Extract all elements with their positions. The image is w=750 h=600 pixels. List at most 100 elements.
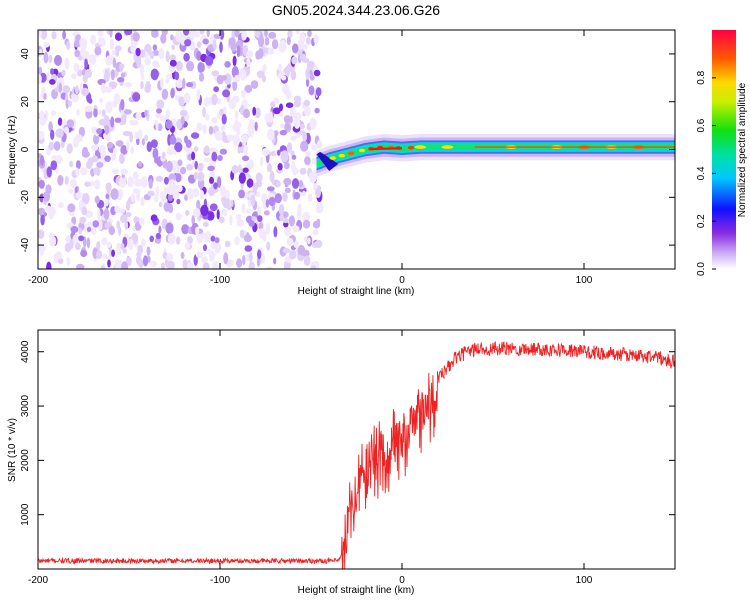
noise-speckle (51, 155, 58, 161)
colorbar-tick-label: 0.2 (696, 214, 707, 228)
noise-speckle (148, 178, 153, 189)
noise-speckle (309, 117, 317, 130)
noise-speckle (280, 150, 289, 163)
ridge-hotspot (407, 145, 415, 150)
noise-speckle (196, 50, 202, 61)
noise-speckle (277, 163, 283, 171)
noise-speckle (69, 239, 74, 250)
noise-speckle (207, 165, 215, 171)
noise-speckle (283, 217, 289, 224)
noise-speckle (79, 216, 87, 224)
noise-speckle (147, 190, 155, 197)
noise-speckle (285, 90, 292, 100)
noise-speckle (110, 116, 115, 128)
noise-speckle (257, 215, 263, 223)
noise-speckle (127, 176, 134, 188)
noise-speckle (255, 30, 261, 39)
noise-speckle (218, 216, 225, 224)
noise-speckle (110, 69, 115, 81)
noise-speckle (130, 40, 139, 46)
noise-speckle (104, 68, 109, 77)
noise-speckle (312, 220, 321, 229)
noise-speckle (209, 176, 214, 184)
noise-speckle (262, 63, 267, 73)
noise-speckle (293, 191, 301, 200)
noise-speckle (126, 140, 130, 152)
noise-speckle (204, 145, 209, 152)
noise-speckle (55, 154, 63, 164)
noise-speckle (180, 116, 185, 125)
colorbar-gradient (712, 30, 736, 269)
noise-speckle (138, 160, 142, 168)
noise-speckle (132, 188, 141, 195)
noise-speckle (121, 261, 129, 269)
noise-speckle (111, 49, 116, 56)
noise-speckle (146, 246, 151, 257)
noise-speckle (132, 32, 140, 42)
noise-speckle (298, 180, 304, 188)
noise-speckle (133, 119, 139, 126)
noise-speckle (289, 249, 297, 260)
noise-speckle (206, 30, 210, 37)
noise-speckle (106, 255, 111, 262)
noise-speckle (315, 202, 324, 214)
noise-speckle (120, 242, 125, 250)
noise-speckle (81, 206, 88, 216)
noise-speckle (184, 194, 189, 201)
noise-speckle (232, 79, 238, 92)
noise-speckle (300, 123, 305, 130)
noise-speckle (65, 235, 72, 244)
noise-speckle (284, 65, 291, 76)
noise-speckle (240, 69, 247, 81)
noise-speckle (315, 87, 322, 97)
noise-speckle (120, 214, 128, 223)
noise-speckle (46, 261, 52, 269)
noise-speckle (152, 60, 160, 68)
noise-speckle (109, 38, 114, 51)
noise-speckle (117, 77, 125, 83)
noise-speckle (201, 256, 208, 264)
noise-speckle (93, 108, 98, 118)
noise-speckle (79, 37, 88, 48)
noise-speckle (90, 227, 97, 236)
colorbar-tick-label: 0.4 (696, 166, 707, 180)
noise-speckle (88, 98, 93, 104)
noise-speckle (193, 171, 198, 181)
noise-speckle (240, 89, 247, 98)
noise-speckle (303, 99, 310, 107)
noise-speckle (314, 239, 323, 248)
noise-speckle (87, 221, 92, 229)
noise-speckle (179, 166, 187, 175)
noise-speckle (66, 119, 75, 128)
noise-speckle (160, 33, 167, 44)
noise-speckle (161, 197, 168, 203)
noise-speckle (268, 31, 277, 39)
noise-speckle (274, 193, 282, 204)
noise-speckle (174, 142, 183, 153)
noise-speckle (236, 45, 241, 58)
noise-speckle (193, 254, 198, 266)
noise-speckle (248, 261, 255, 269)
noise-speckle (312, 229, 319, 236)
noise-speckle (182, 259, 188, 269)
noise-speckle (38, 244, 47, 252)
noise-speckle (49, 79, 56, 85)
noise-speckle (269, 111, 273, 123)
noise-speckle (165, 50, 170, 63)
noise-speckle (295, 30, 300, 35)
noise-speckle (285, 102, 294, 108)
noise-speckle (91, 155, 98, 163)
noise-speckle (155, 232, 161, 240)
noise-speckle (74, 134, 83, 143)
noise-speckle (38, 30, 42, 38)
noise-speckle (170, 88, 175, 99)
noise-speckle (197, 162, 204, 172)
noise-speckle (78, 126, 85, 138)
noise-speckle (141, 138, 145, 146)
noise-speckle (230, 199, 234, 207)
noise-speckle (263, 210, 270, 216)
noise-speckle (273, 97, 279, 105)
noise-speckle (216, 113, 221, 120)
noise-speckle (165, 119, 173, 129)
noise-speckle (38, 207, 46, 216)
